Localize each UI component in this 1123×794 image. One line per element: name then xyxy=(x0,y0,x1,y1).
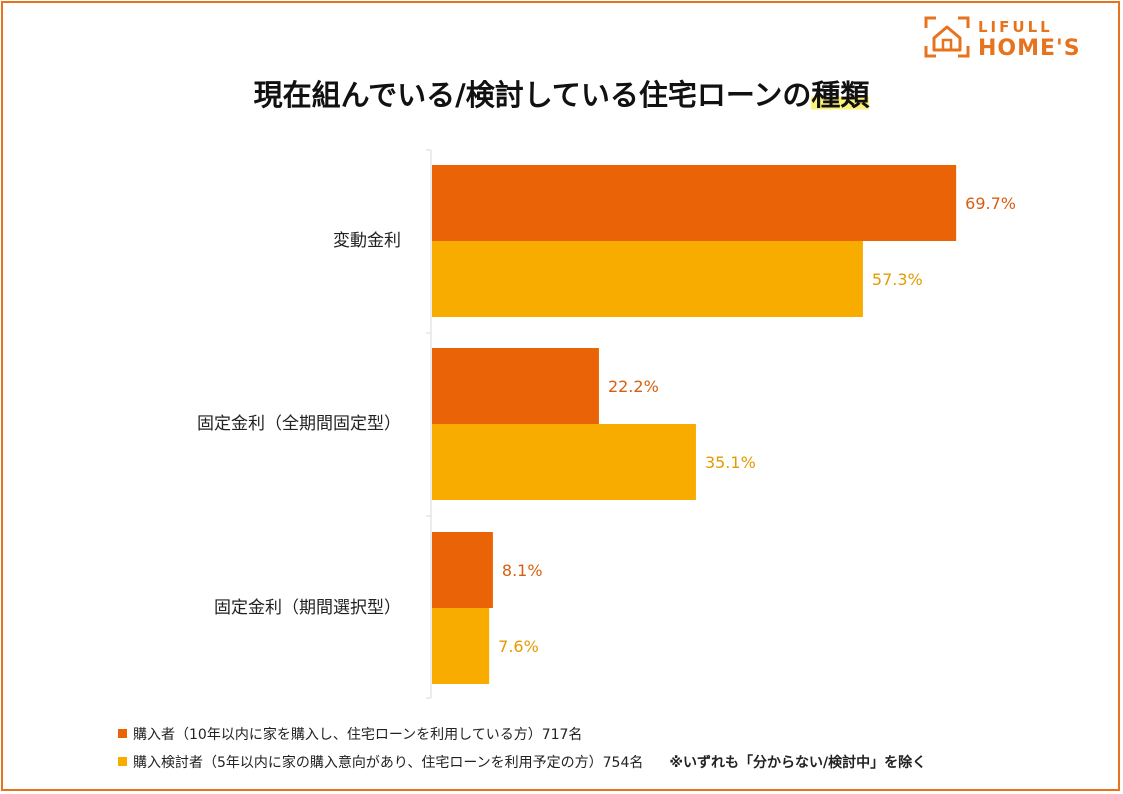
data-label: 8.1% xyxy=(502,561,543,580)
data-label: 57.3% xyxy=(872,270,923,289)
data-label: 69.7% xyxy=(965,194,1016,213)
legend-swatch-prospects xyxy=(118,757,127,766)
legend-label-prospects: 購入検討者（5年以内に家の購入意向があり、住宅ローンを利用予定の方）754名 xyxy=(133,755,644,771)
legend-item-prospects: 購入検討者（5年以内に家の購入意向があり、住宅ローンを利用予定の方）754名 ※い… xyxy=(118,752,926,772)
house-logo-icon xyxy=(924,16,970,58)
data-label: 22.2% xyxy=(608,377,659,396)
brand-name-line1: LIFULL xyxy=(978,18,1053,36)
brand-logo: LIFULL HOME'S xyxy=(922,14,1112,64)
bar xyxy=(432,241,863,317)
data-label: 35.1% xyxy=(705,453,756,472)
category-label: 固定金利（全期間固定型） xyxy=(197,414,401,434)
category-label: 固定金利（期間選択型） xyxy=(214,598,401,618)
chart-title-main: 現在組んでいる/検討している住宅ローンの xyxy=(253,78,812,112)
bar xyxy=(432,165,957,241)
chart-title-highlight: 種類 xyxy=(811,78,870,112)
bar xyxy=(432,348,599,424)
data-label: 7.6% xyxy=(498,637,539,656)
chart-title: 現在組んでいる/検討している住宅ローンの種類 xyxy=(0,72,1123,114)
legend-item-purchasers: 購入者（10年以内に家を購入し、住宅ローンを利用している方）717名 xyxy=(118,724,582,744)
chart-note: ※いずれも「分からない/検討中」を除く xyxy=(669,755,927,771)
bar xyxy=(432,424,696,500)
brand-name-line2: HOME'S xyxy=(978,36,1081,61)
bar xyxy=(432,608,490,684)
bar xyxy=(432,532,493,608)
legend-label-purchasers: 購入者（10年以内に家を購入し、住宅ローンを利用している方）717名 xyxy=(133,727,583,743)
category-label: 変動金利 xyxy=(333,231,401,251)
legend-swatch-purchasers xyxy=(118,729,127,738)
